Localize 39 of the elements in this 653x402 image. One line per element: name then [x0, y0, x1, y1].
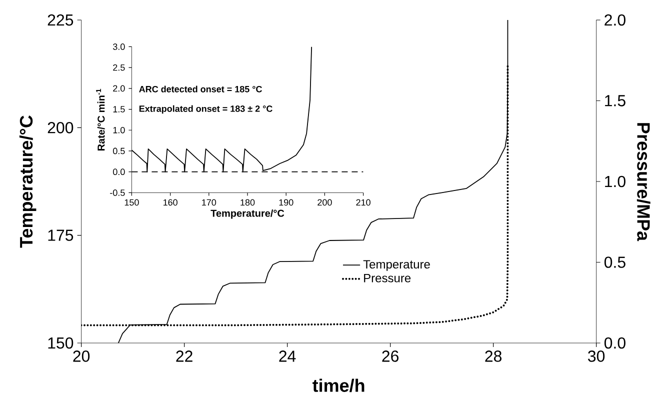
- y-tick-label: 0.5: [113, 148, 125, 154]
- legend-label: Pressure: [364, 274, 411, 282]
- y-axis-title: Rate/°C min$^{-1}$: [96, 88, 105, 151]
- y-axis-title: Temperature/°C: [19, 116, 36, 248]
- x-tick-label: 210: [356, 199, 370, 206]
- y-tick-label: 1.0: [113, 126, 125, 134]
- x-tick-label: 180: [240, 199, 255, 206]
- y-tick-label: -0.5: [110, 190, 125, 196]
- y-tick-label: 0.0: [113, 168, 125, 176]
- y-tick-label: 225: [48, 14, 74, 26]
- x-tick-label: 190: [279, 199, 294, 206]
- x-tick-label: 22: [176, 350, 192, 362]
- x-tick-label: 150: [124, 199, 139, 206]
- y-tick-label: 150: [48, 337, 74, 349]
- x-tick-label: 24: [279, 350, 296, 362]
- x-tick-label: 26: [382, 350, 398, 362]
- x-tick-label: 170: [202, 199, 216, 206]
- legend-label: Temperature: [363, 260, 430, 271]
- y-tick-label: 175: [48, 230, 74, 241]
- x-axis-title: Temperature/°C: [210, 209, 284, 219]
- y2-tick-label: 1.5: [605, 95, 626, 106]
- x-tick-label: 20: [73, 350, 90, 362]
- x-axis-title: time/h: [312, 378, 364, 392]
- annotation: Extrapolated onset = 183 ± 2 °C: [139, 105, 272, 114]
- y2-tick-label: 2.0: [604, 14, 626, 26]
- y2-tick-label: 0.0: [604, 337, 626, 349]
- y-tick-label: 3.0: [113, 44, 125, 50]
- x-tick-label: 160: [163, 199, 178, 206]
- y2-tick-label: 0.5: [604, 256, 626, 268]
- annotation: ARC detected onset = 185 °C: [139, 86, 262, 92]
- y2-axis-title: Pressure/MPa: [636, 123, 650, 242]
- x-tick-label: 28: [485, 350, 502, 362]
- y-tick-label: 1.5: [113, 106, 125, 112]
- y-tick-label: 2.5: [113, 64, 125, 71]
- y-tick-label: 2.0: [113, 85, 125, 92]
- y2-tick-label: 1.0: [605, 176, 626, 188]
- y-tick-label: 200: [48, 122, 74, 134]
- x-tick-label: 200: [318, 199, 332, 206]
- x-tick-label: 30: [588, 350, 605, 362]
